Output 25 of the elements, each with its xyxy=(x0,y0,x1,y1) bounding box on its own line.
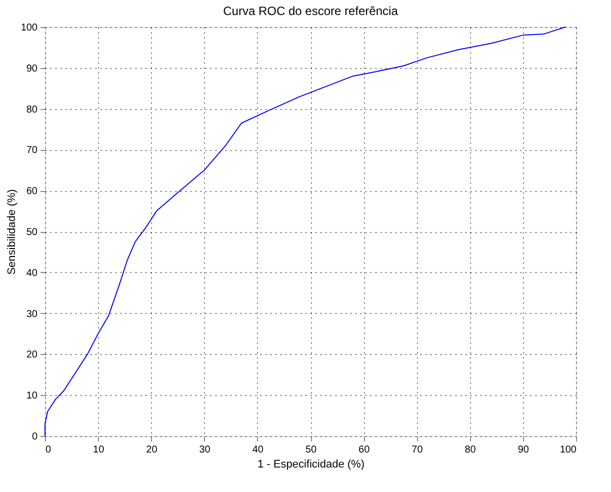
y-tick-label: 20 xyxy=(26,350,38,361)
y-axis-title: Sensibilidade (%) xyxy=(6,189,18,275)
x-tick-label: 20 xyxy=(146,444,158,456)
x-tick-label: 70 xyxy=(412,444,424,456)
chart-title: Curva ROC do escore referência xyxy=(223,4,398,18)
y-tick-label: 30 xyxy=(26,308,38,320)
x-tick-label: 30 xyxy=(199,444,211,456)
x-tick-label: 50 xyxy=(305,444,317,456)
y-tick-label: 40 xyxy=(26,268,38,279)
y-tick-label: 70 xyxy=(26,145,38,156)
y-tick-label: 0 xyxy=(32,432,38,442)
x-tick-label: 80 xyxy=(464,444,476,456)
y-tick-label: 90 xyxy=(26,63,38,74)
y-tick-label: 50 xyxy=(26,227,38,238)
x-tick-label: 0 xyxy=(46,444,52,456)
x-tick-label: 60 xyxy=(358,444,370,456)
x-tick-label: 100 xyxy=(560,444,577,456)
y-tick-label: 60 xyxy=(26,186,38,198)
y-tick-label: 80 xyxy=(26,104,38,116)
x-axis-title: 1 - Especificidade (%) xyxy=(258,458,364,470)
y-tick-label: 10 xyxy=(26,390,38,402)
x-tick-label: 10 xyxy=(93,444,105,456)
x-tick-label: 40 xyxy=(252,444,264,456)
y-tick-label: 100 xyxy=(20,22,38,34)
x-tick-label: 90 xyxy=(518,444,530,456)
